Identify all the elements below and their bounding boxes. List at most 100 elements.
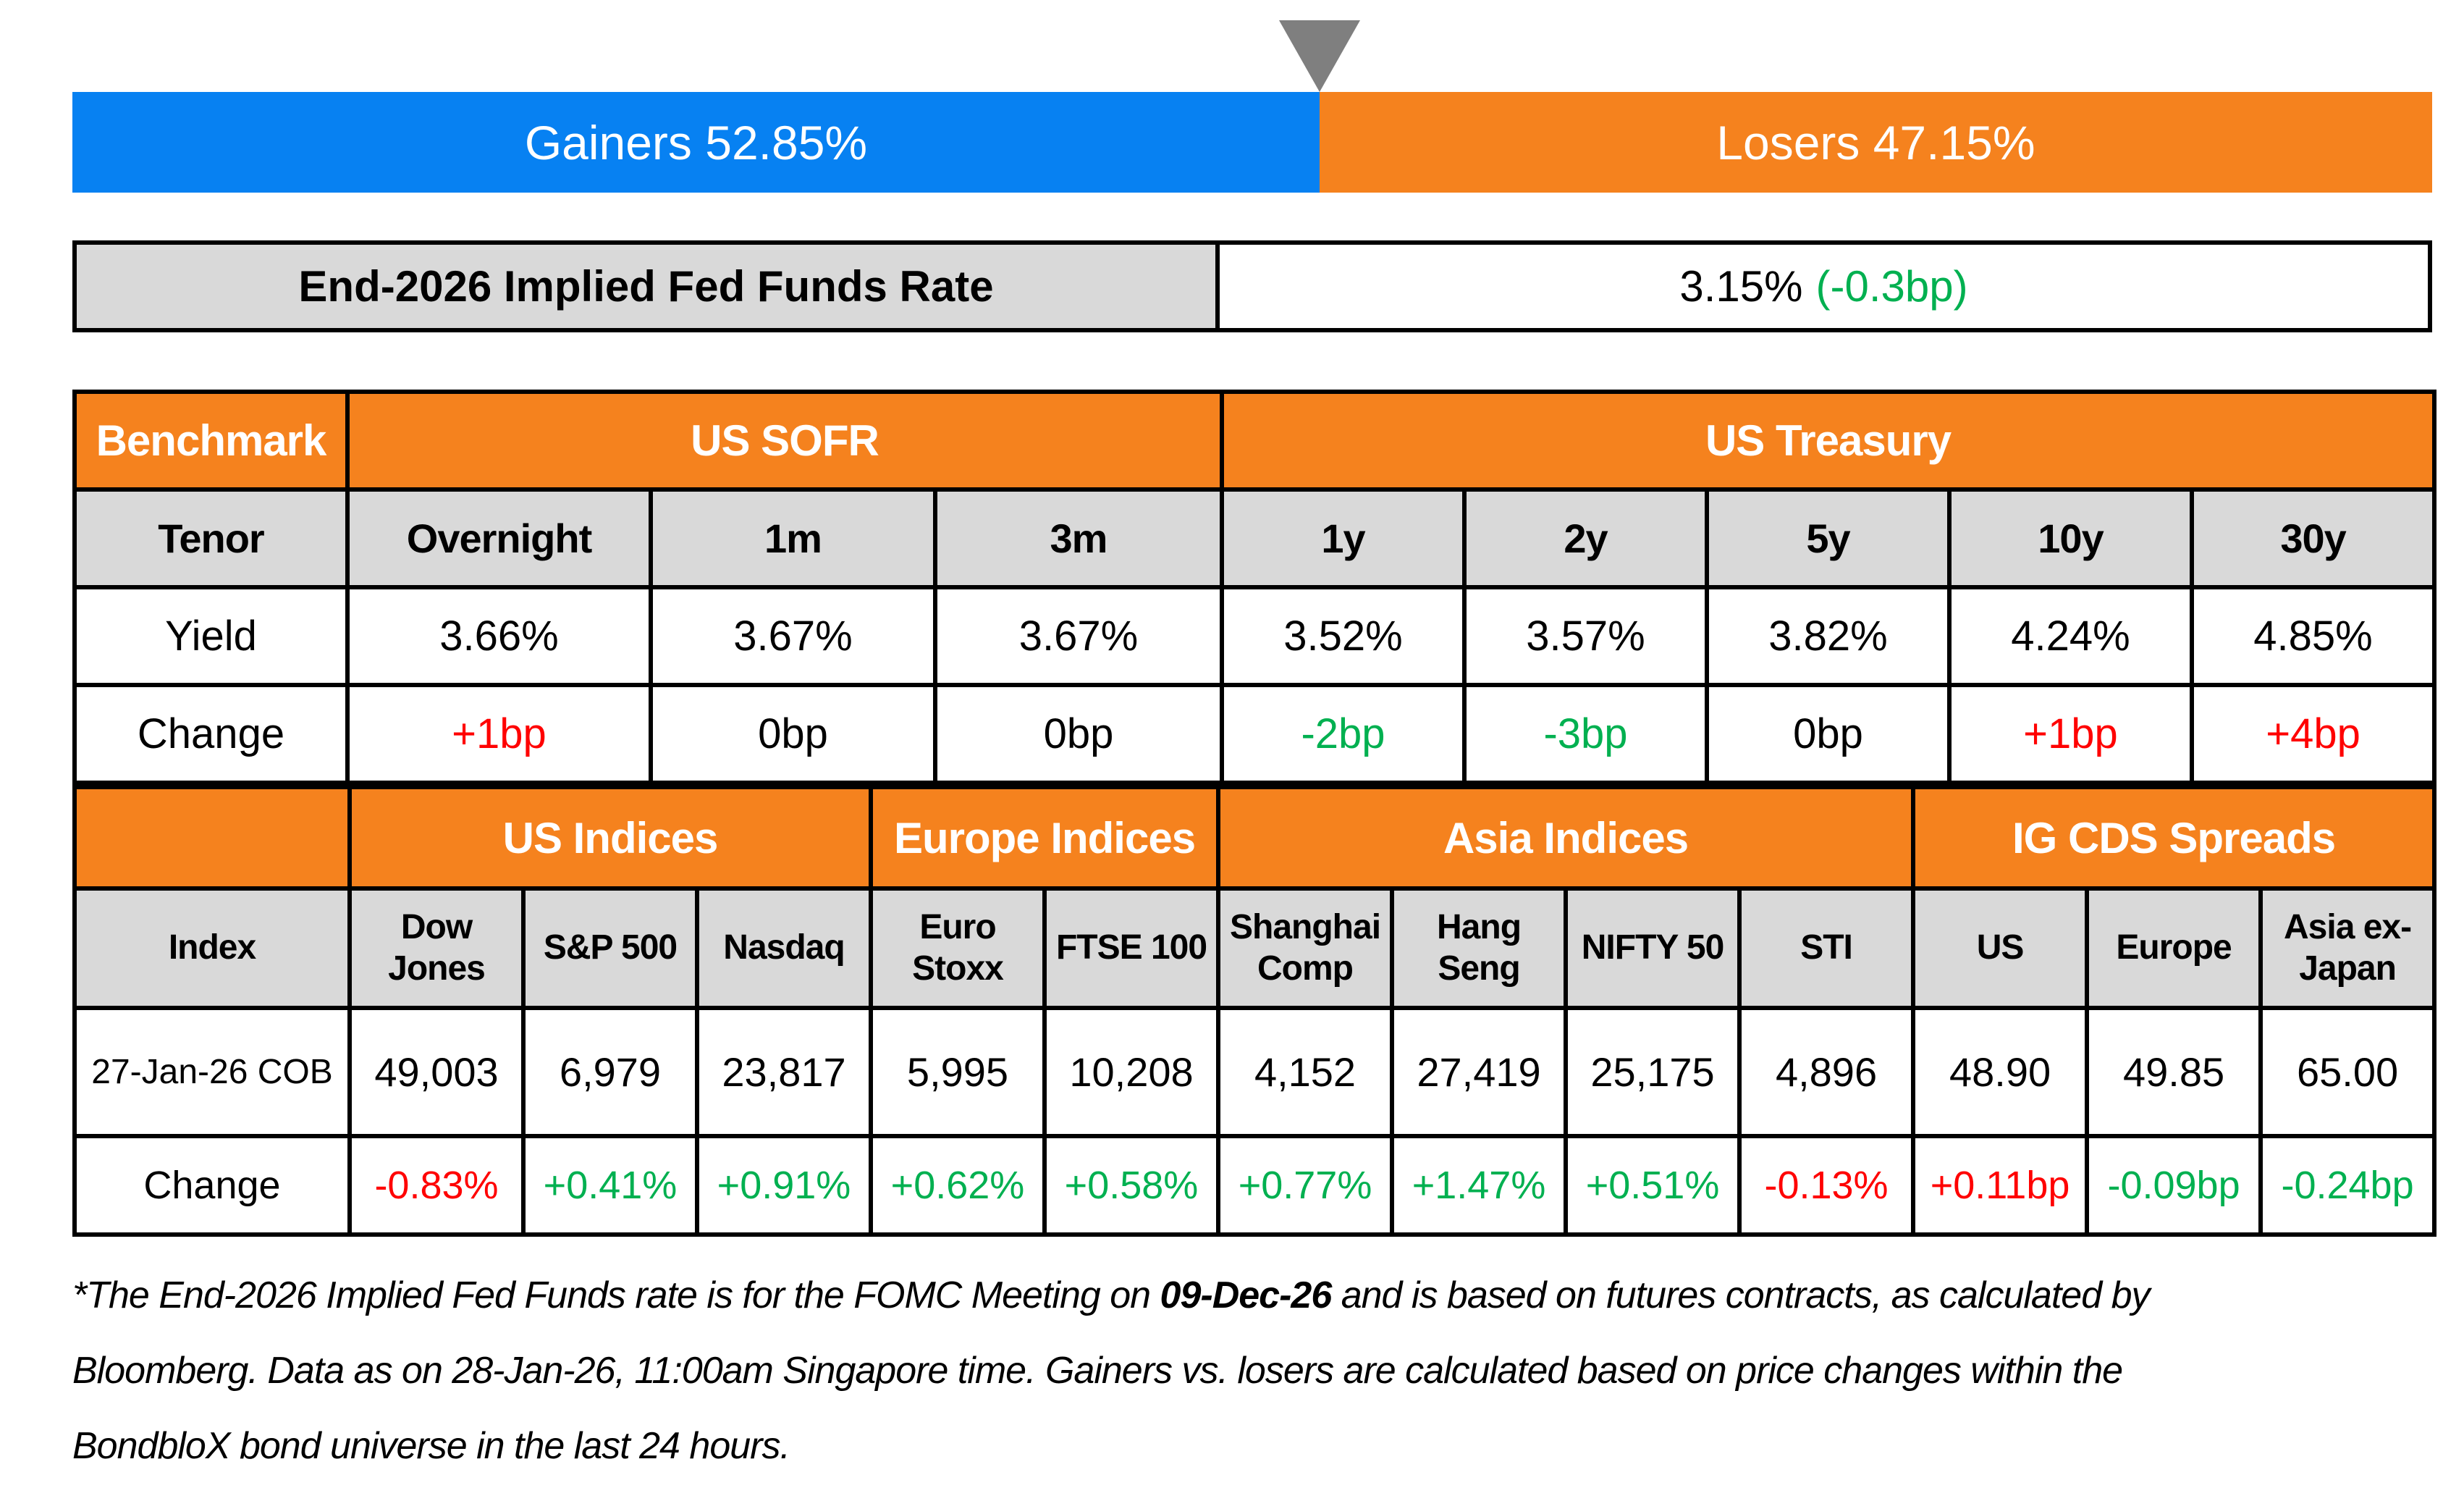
yield-cell: 3.66% (345, 585, 653, 687)
footnote-line-1: *The End-2026 Implied Fed Funds rate is … (72, 1258, 2432, 1333)
europe-indices-header: Europe Indices (868, 785, 1221, 891)
fed-funds-change: (-0.3bp) (1815, 262, 1968, 311)
cob-value-cell: 25,175 (1564, 1006, 1742, 1138)
benchmark-change-cell: 0bp (933, 683, 1224, 785)
cob-value-cell: 6,979 (521, 1006, 699, 1138)
index-header-cell: Asia ex-Japan (2258, 886, 2437, 1010)
losers-label: Losers 47.15% (1716, 115, 2035, 169)
cob-value-cell: 48.90 (1911, 1006, 2090, 1138)
benchmark-corner-cell: Benchmark (72, 390, 350, 492)
cob-value-cell: 4,896 (1737, 1006, 1916, 1138)
benchmark-change-cell: +1bp (1947, 683, 2194, 785)
gainers-segment: Gainers 52.85% (72, 92, 1320, 193)
index-header-cell: US (1911, 886, 2090, 1010)
benchmark-change-cell: 0bp (1705, 683, 1952, 785)
benchmark-change-cell: 0bp (649, 683, 937, 785)
indices-change-row: Change -0.83% +0.41% +0.91% +0.62% +0.58… (72, 1134, 2437, 1237)
tenor-row: Tenor Overnight 1m 3m 1y 2y 5y 10y 30y (72, 487, 2437, 589)
tables-block: Benchmark US SOFR US Treasury Tenor Over… (72, 390, 2437, 1237)
footnote-line-3: BondbloX bond universe in the last 24 ho… (72, 1425, 790, 1467)
cob-value-cell: 4,152 (1216, 1006, 1395, 1138)
cob-row: 27-Jan-26 COB 49,003 6,979 23,817 5,995 … (72, 1006, 2437, 1138)
yield-row: Yield 3.66% 3.67% 3.67% 3.52% 3.57% 3.82… (72, 585, 2437, 687)
index-change-cell: +0.77% (1216, 1134, 1395, 1237)
gainers-label: Gainers 52.85% (524, 115, 868, 169)
us-sofr-header: US SOFR (345, 390, 1224, 492)
benchmark-change-cell: +4bp (2189, 683, 2437, 785)
cob-value-cell: 5,995 (869, 1006, 1047, 1138)
index-header-cell: Dow Jones (347, 886, 526, 1010)
footnote-line-2: Bloomberg. Data as on 28-Jan-26, 11:00am… (72, 1350, 2123, 1392)
yield-cell: 3.67% (649, 585, 937, 687)
index-label-cell: Index (72, 886, 352, 1010)
benchmark-table: Benchmark US SOFR US Treasury Tenor Over… (72, 390, 2437, 785)
tenor-cell: Overnight (345, 487, 653, 589)
cob-value-cell: 49.85 (2085, 1006, 2263, 1138)
change-label-cell: Change (72, 683, 350, 785)
yield-cell: 3.67% (933, 585, 1224, 687)
yield-cell: 3.82% (1705, 585, 1952, 687)
tenor-cell: 5y (1705, 487, 1952, 589)
benchmark-change-cell: +1bp (345, 683, 653, 785)
benchmark-change-cell: -3bp (1462, 683, 1709, 785)
index-change-cell: +0.91% (695, 1134, 873, 1237)
ig-cds-spreads-header: IG CDS Spreads (1911, 785, 2437, 891)
cob-value-cell: 65.00 (2258, 1006, 2437, 1138)
asia-indices-header: Asia Indices (1216, 785, 1916, 891)
index-header-cell: NIFTY 50 (1564, 886, 1742, 1010)
indices-table: US Indices Europe Indices Asia Indices I… (72, 785, 2437, 1237)
losers-segment: Losers 47.15% (1319, 92, 2432, 193)
tenor-cell: 1m (649, 487, 937, 589)
tenor-label-cell: Tenor (72, 487, 350, 589)
yield-label-cell: Yield (72, 585, 350, 687)
tenor-cell: 3m (933, 487, 1224, 589)
index-change-cell: +0.41% (521, 1134, 699, 1237)
tenor-cell: 10y (1947, 487, 2194, 589)
cob-value-cell: 49,003 (347, 1006, 526, 1138)
index-header-cell: Shanghai Comp (1216, 886, 1395, 1010)
index-change-cell: -0.13% (1737, 1134, 1916, 1237)
index-header-cell: FTSE 100 (1042, 886, 1221, 1010)
cob-value-cell: 27,419 (1390, 1006, 1569, 1138)
fed-funds-row: End-2026 Implied Fed Funds Rate 3.15% (-… (72, 240, 2432, 332)
cob-value-cell: 23,817 (695, 1006, 873, 1138)
index-header-cell: Euro Stoxx (869, 886, 1047, 1010)
index-change-cell: -0.83% (347, 1134, 526, 1237)
benchmark-change-row: Change +1bp 0bp 0bp -2bp -3bp 0bp +1bp +… (72, 683, 2437, 785)
us-indices-header: US Indices (347, 785, 873, 891)
benchmark-header-row: Benchmark US SOFR US Treasury (72, 390, 2437, 492)
index-header-cell: Hang Seng (1390, 886, 1569, 1010)
cob-label-cell: 27-Jan-26 COB (72, 1006, 352, 1138)
fed-funds-label: End-2026 Implied Fed Funds Rate (77, 245, 1220, 328)
benchmark-change-cell: -2bp (1220, 683, 1467, 785)
fed-funds-rate: 3.15% (1679, 262, 1803, 311)
yield-cell: 3.57% (1462, 585, 1709, 687)
index-change-cell: +1.47% (1390, 1134, 1569, 1237)
index-change-cell: +0.11bp (1911, 1134, 2090, 1237)
footnote-fomc-date: 09-Dec-26 (1160, 1274, 1333, 1316)
index-header-cell: Nasdaq (695, 886, 873, 1010)
footnote: *The End-2026 Implied Fed Funds rate is … (72, 1258, 2432, 1484)
yield-cell: 3.52% (1220, 585, 1467, 687)
triangle-down-icon (1278, 20, 1360, 92)
empty-corner-cell (72, 785, 352, 891)
fed-funds-value: 3.15% (-0.3bp) (1220, 245, 2428, 328)
footnote-line1-pre: *The End-2026 Implied Fed Funds rate is … (72, 1274, 1160, 1316)
indices-change-label-cell: Change (72, 1134, 352, 1237)
tenor-cell: 30y (2189, 487, 2437, 589)
gainers-losers-bar: Gainers 52.85% Losers 47.15% (72, 20, 2432, 193)
index-header-cell: S&P 500 (521, 886, 699, 1010)
cob-value-cell: 10,208 (1042, 1006, 1221, 1138)
index-header-cell: Europe (2085, 886, 2263, 1010)
tenor-cell: 2y (1462, 487, 1709, 589)
indices-section-row: US Indices Europe Indices Asia Indices I… (72, 785, 2437, 891)
index-change-cell: +0.58% (1042, 1134, 1221, 1237)
tenor-cell: 1y (1220, 487, 1467, 589)
index-header-row: Index Dow Jones S&P 500 Nasdaq Euro Stox… (72, 886, 2437, 1010)
yield-cell: 4.85% (2189, 585, 2437, 687)
yield-cell: 4.24% (1947, 585, 2194, 687)
index-change-cell: -0.24bp (2258, 1134, 2437, 1237)
index-change-cell: -0.09bp (2085, 1134, 2263, 1237)
index-change-cell: +0.51% (1564, 1134, 1742, 1237)
index-header-cell: STI (1737, 886, 1916, 1010)
